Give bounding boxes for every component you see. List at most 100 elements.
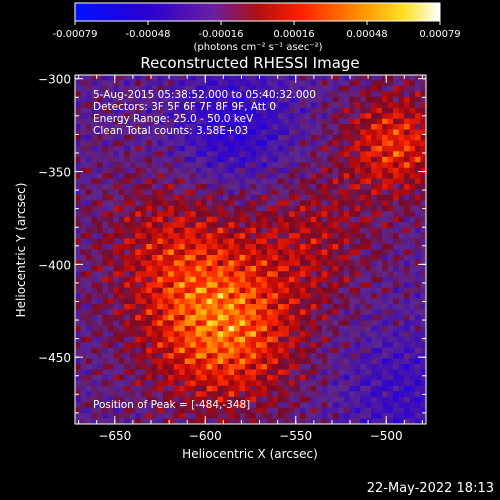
heatmap-cell: [376, 304, 383, 310]
heatmap-cell: [272, 118, 279, 125]
heatmap-cell: [168, 184, 175, 190]
heatmap-cell: [212, 407, 218, 414]
heatmap-cell: [420, 140, 427, 147]
heatmap-cell: [201, 189, 208, 196]
heatmap-cell: [140, 102, 147, 109]
heatmap-cell: [124, 325, 131, 332]
heatmap-cell: [102, 113, 109, 120]
heatmap-cell: [91, 227, 98, 234]
heatmap-cell: [195, 287, 202, 294]
heatmap-cell: [168, 189, 175, 196]
heatmap-cell: [376, 358, 383, 365]
heatmap-cell: [382, 254, 389, 261]
heatmap-cell: [195, 216, 202, 223]
heatmap-cell: [107, 314, 114, 321]
heatmap-cell: [360, 342, 367, 349]
heatmap-cell: [85, 233, 92, 239]
heatmap-cell: [371, 353, 378, 359]
heatmap-cell: [316, 293, 323, 299]
heatmap-cell: [118, 298, 125, 305]
heatmap-cell: [310, 205, 317, 212]
heatmap-cell: [409, 216, 416, 223]
heatmap-cell: [299, 205, 306, 212]
heatmap-cell: [206, 271, 213, 278]
heatmap-cell: [393, 336, 399, 343]
heatmap-cell: [283, 129, 290, 136]
heatmap-cell: [409, 265, 416, 272]
heatmap-cell: [387, 205, 394, 212]
heatmap-cell: [404, 96, 410, 103]
heatmap-cell: [212, 244, 218, 250]
heatmap-cell: [195, 353, 202, 359]
heatmap-cell: [387, 167, 394, 174]
heatmap-cell: [332, 320, 339, 327]
heatmap-cell: [85, 96, 92, 103]
heatmap-cell: [223, 194, 229, 201]
heatmap-cell: [173, 222, 180, 229]
heatmap-cell: [195, 227, 202, 234]
heatmap-cell: [288, 75, 295, 81]
heatmap-cell: [272, 265, 279, 272]
heatmap-cell: [338, 85, 345, 92]
heatmap-cell: [184, 118, 191, 125]
heatmap-cell: [338, 298, 345, 305]
heatmap-cell: [365, 134, 372, 141]
heatmap-cell: [365, 80, 372, 87]
heatmap-cell: [294, 320, 301, 327]
heatmap-cell: [332, 233, 339, 239]
heatmap-cell: [283, 407, 290, 414]
heatmap-cell: [190, 287, 197, 294]
heatmap-cell: [255, 293, 262, 299]
heatmap-cell: [206, 358, 213, 365]
heatmap-cell: [245, 369, 251, 376]
heatmap-cell: [288, 233, 295, 239]
heatmap-cell: [415, 205, 421, 212]
heatmap-cell: [245, 173, 251, 180]
heatmap-cell: [157, 265, 164, 272]
heatmap-cell: [223, 216, 229, 223]
heatmap-cell: [124, 244, 131, 250]
heatmap-cell: [140, 178, 147, 185]
heatmap-cell: [118, 91, 125, 98]
heatmap-cell: [277, 124, 284, 130]
heatmap-cell: [124, 358, 131, 365]
heatmap-cell: [250, 184, 257, 190]
heatmap-cell: [201, 75, 208, 81]
heatmap-cell: [217, 396, 224, 403]
heatmap-cell: [310, 271, 317, 278]
heatmap-cell: [212, 205, 218, 212]
heatmap-cell: [404, 418, 410, 425]
heatmap-cell: [365, 342, 372, 349]
heatmap-cell: [310, 325, 317, 332]
heatmap-cell: [195, 265, 202, 272]
heatmap-cell: [354, 402, 361, 409]
heatmap-cell: [393, 369, 399, 376]
heatmap-cell: [354, 178, 361, 185]
heatmap-cell: [299, 304, 306, 310]
heatmap-cell: [168, 167, 175, 174]
heatmap-cell: [85, 222, 92, 229]
heatmap-cell: [338, 353, 345, 359]
heatmap-cell: [151, 260, 158, 267]
heatmap-cell: [124, 249, 131, 256]
heatmap-cell: [343, 75, 350, 81]
heatmap-cell: [261, 391, 268, 398]
heatmap-cell: [332, 222, 339, 229]
heatmap-cell: [146, 407, 153, 414]
heatmap-cell: [195, 276, 202, 283]
heatmap-cell: [157, 342, 164, 349]
heatmap-cell: [129, 227, 136, 234]
heatmap-cell: [245, 396, 251, 403]
heatmap-cell: [118, 391, 125, 398]
heatmap-cell: [173, 314, 180, 321]
heatmap-cell: [371, 325, 378, 332]
heatmap-cell: [162, 75, 169, 81]
heatmap-cell: [239, 129, 246, 136]
heatmap-cell: [387, 151, 394, 158]
heatmap-cell: [75, 293, 81, 299]
heatmap-cell: [371, 271, 378, 278]
heatmap-cell: [277, 85, 284, 92]
heatmap-cell: [420, 102, 427, 109]
heatmap-cell: [316, 347, 323, 354]
heatmap-cell: [299, 80, 306, 87]
